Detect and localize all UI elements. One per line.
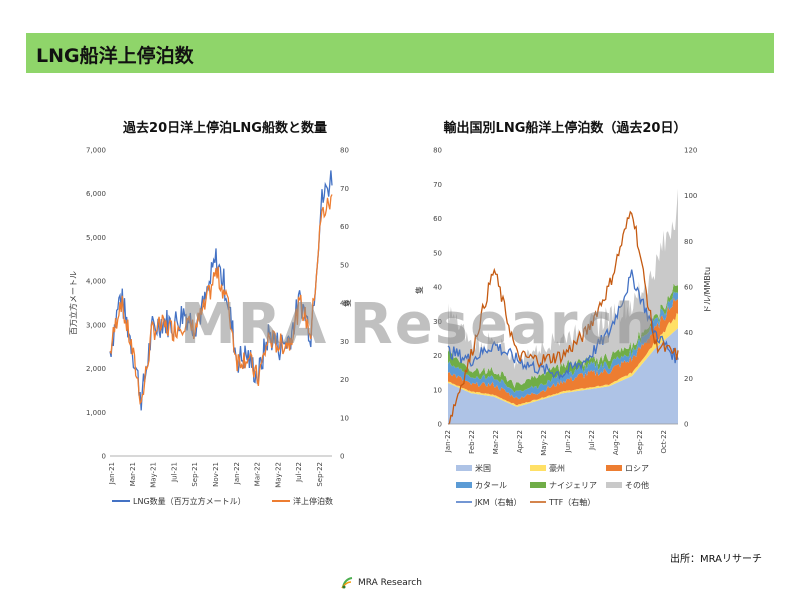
area-qatar (448, 291, 678, 400)
watermark: MRA Research (180, 292, 657, 357)
legend-label-us: 米国 (475, 463, 491, 473)
legend-label-other: その他 (625, 480, 649, 490)
series-jkm-line (447, 269, 679, 381)
page-title: LNG船洋上停泊数 (36, 45, 194, 67)
legend-label-lng-volume: LNG数量（百万立方メートル） (133, 496, 246, 506)
y2-tick-label: 80 (684, 238, 693, 246)
x-tick-label: May-22 (540, 430, 548, 456)
y2-tick-label: 120 (684, 147, 697, 155)
x-tick-label: Sep-21 (191, 462, 199, 487)
legend-label-jkm: JKM（右軸） (474, 497, 522, 507)
x-tick-label: May-21 (150, 462, 158, 488)
legend-swatch-other (606, 482, 622, 488)
y-tick-label: 7,000 (86, 147, 106, 155)
y-tick-label: 10 (433, 386, 442, 394)
x-tick-label: Feb-22 (468, 430, 476, 454)
x-tick-label: Jan-21 (108, 462, 116, 485)
y2-tick-label: 60 (340, 223, 349, 231)
y-tick-label: 30 (433, 318, 442, 326)
area-us (448, 328, 678, 424)
y-tick-label: 50 (433, 249, 442, 257)
x-tick-label: Nov-21 (212, 462, 220, 487)
area-other (448, 188, 678, 388)
x-tick-label: Mar-22 (492, 430, 500, 454)
legend-swatch-nigeria (530, 482, 546, 488)
legend-label-australia: 豪州 (549, 463, 565, 473)
y-tick-label: 4,000 (86, 278, 106, 286)
y-tick-label: 5,000 (86, 234, 106, 242)
legend-swatch-qatar (456, 482, 472, 488)
x-tick-label: Sep-22 (316, 462, 324, 487)
x-tick-label: Mar-22 (254, 462, 262, 486)
y2-tick-label: 80 (340, 147, 349, 155)
x-tick-label: Oct-22 (660, 430, 668, 454)
mra-logo-icon (341, 577, 353, 589)
legend-label-russia: ロシア (625, 464, 649, 473)
y-tick-label: 1,000 (86, 409, 106, 417)
y-axis-label: 隻 (414, 286, 424, 294)
area-nigeria (448, 283, 678, 393)
area-russia (448, 297, 678, 406)
y-tick-label: 6,000 (86, 190, 106, 198)
y2-tick-label: 70 (340, 185, 349, 193)
y2-tick-label: 40 (340, 300, 349, 308)
y2-tick-label: 0 (684, 421, 688, 429)
legend-swatch-russia (606, 465, 622, 471)
x-tick-label: Jan-22 (233, 462, 241, 485)
footer: MRA Research (340, 576, 422, 590)
y-tick-label: 0 (438, 421, 442, 429)
legend-swatch-us (456, 465, 472, 471)
legend-label-nigeria: ナイジェリア (549, 481, 597, 490)
x-tick-label: Jul-22 (588, 430, 596, 451)
y2-tick-label: 100 (684, 192, 697, 200)
legend-label-qatar: カタール (475, 481, 507, 490)
title-banner: LNG船洋上停泊数 (26, 33, 774, 73)
y2-axis-label: ドル/MMBtu (703, 267, 712, 313)
x-tick-label: Jul-21 (170, 462, 178, 483)
footer-brand: MRA Research (358, 578, 422, 588)
left-chart-title: 過去20日洋上停泊LNG船数と数量 (123, 121, 327, 136)
y-tick-label: 0 (102, 453, 106, 461)
y2-axis-label: 隻 (342, 299, 352, 307)
x-tick-label: May-22 (274, 462, 282, 488)
y-tick-label: 20 (433, 352, 442, 360)
source-note: 出所：MRAリサーチ (669, 554, 762, 565)
legend-label-ttf: TTF（右軸） (548, 497, 595, 507)
x-tick-label: Jan-22 (444, 430, 452, 453)
x-tick-label: Sep-22 (636, 430, 644, 455)
right-chart-title: 輸出国別LNG船洋上停泊数（過去20日） (443, 121, 687, 136)
y-tick-label: 2,000 (86, 365, 106, 373)
y2-tick-label: 10 (340, 414, 349, 422)
series-ttf-line (447, 210, 679, 425)
y2-tick-label: 30 (340, 338, 349, 346)
y2-tick-label: 60 (684, 284, 693, 292)
y-tick-label: 60 (433, 215, 442, 223)
x-tick-label: Apr-22 (516, 430, 524, 453)
y-tick-label: 40 (433, 284, 442, 292)
y2-tick-label: 40 (684, 329, 693, 337)
x-tick-label: Jul-22 (295, 462, 303, 483)
y-tick-label: 80 (433, 147, 442, 155)
y-tick-label: 70 (433, 181, 442, 189)
y2-tick-label: 0 (340, 453, 344, 461)
y-tick-label: 3,000 (86, 321, 106, 329)
y-axis-label: 百万立方メートル (68, 271, 78, 335)
series-vessels-line (109, 194, 333, 405)
y2-tick-label: 20 (340, 376, 349, 384)
legend-swatch-australia (530, 465, 546, 471)
y2-tick-label: 20 (684, 375, 693, 383)
x-tick-label: Aug-22 (612, 430, 620, 455)
x-tick-label: Mar-21 (129, 462, 137, 486)
x-tick-label: Jun-22 (564, 430, 572, 453)
y2-tick-label: 50 (340, 261, 349, 269)
legend-label-vessels: 洋上停泊数 (293, 496, 333, 506)
